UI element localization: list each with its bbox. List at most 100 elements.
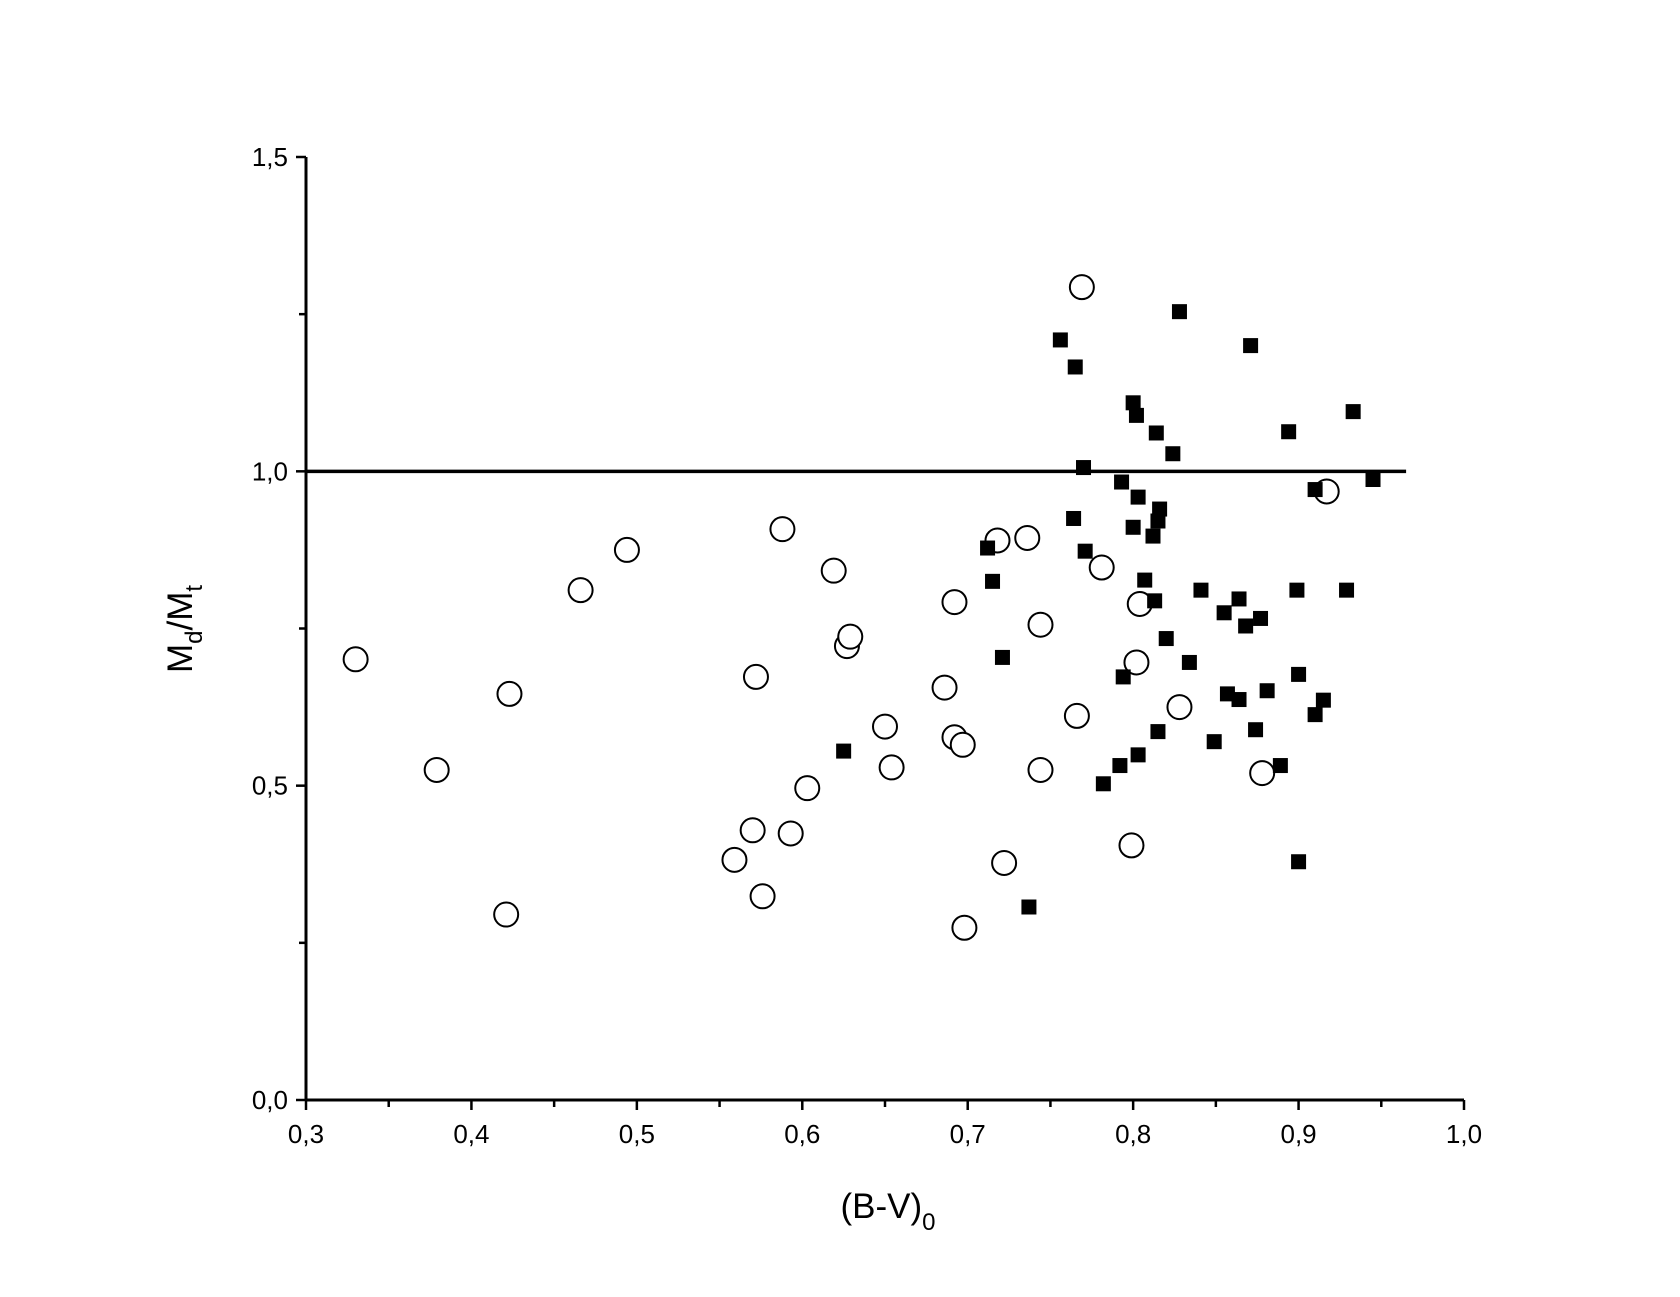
square-point xyxy=(1219,686,1235,702)
square-point xyxy=(994,649,1010,665)
x-tick-label: 0,8 xyxy=(1115,1119,1151,1149)
y-axis-label-sub: t xyxy=(181,585,208,592)
y-axis-label-sub: d xyxy=(181,631,208,644)
square-point xyxy=(1345,404,1361,420)
square-point xyxy=(1206,734,1222,750)
square-point xyxy=(1067,359,1083,375)
square-point xyxy=(980,540,996,556)
square-point xyxy=(1150,724,1166,740)
square-point xyxy=(1315,692,1331,708)
square-point xyxy=(1066,510,1082,526)
square-point xyxy=(1125,395,1141,411)
x-tick-label: 0,9 xyxy=(1280,1119,1316,1149)
x-axis-label-main: (B-V) xyxy=(840,1187,922,1226)
circle-point xyxy=(941,589,968,616)
square-point xyxy=(836,743,852,759)
y-tick-label: 1,0 xyxy=(252,456,288,486)
square-point xyxy=(1137,572,1153,588)
square-point xyxy=(1307,707,1323,723)
square-point xyxy=(1152,501,1168,517)
square-point xyxy=(1158,631,1174,647)
square-point xyxy=(1130,489,1146,505)
x-tick-label: 1,0 xyxy=(1446,1119,1482,1149)
square-point xyxy=(1171,304,1187,320)
square-point xyxy=(1115,669,1131,685)
x-tick-label: 0,4 xyxy=(453,1119,489,1149)
circle-point xyxy=(749,883,776,910)
square-point xyxy=(1339,582,1355,598)
circle-point xyxy=(1068,274,1095,301)
square-point xyxy=(1365,472,1381,488)
x-tick-label: 0,3 xyxy=(288,1119,324,1149)
square-point xyxy=(1231,692,1247,708)
circle-point xyxy=(721,846,748,873)
circle-point xyxy=(931,674,958,701)
square-point xyxy=(1238,618,1254,634)
circle-point xyxy=(872,713,898,740)
square-point xyxy=(1128,407,1144,423)
y-tick-label: 1,5 xyxy=(252,142,288,172)
square-point xyxy=(1307,482,1323,498)
square-point xyxy=(1148,425,1164,441)
circle-point xyxy=(837,623,864,650)
square-point xyxy=(1181,654,1197,670)
square-point xyxy=(1130,747,1146,763)
x-tick-label: 0,6 xyxy=(784,1119,820,1149)
x-tick-label: 0,5 xyxy=(619,1119,655,1149)
square-point xyxy=(1289,582,1305,598)
square-point xyxy=(1193,582,1209,598)
circle-point xyxy=(496,680,523,707)
circle-point xyxy=(820,557,847,584)
square-point xyxy=(1291,666,1307,682)
circle-point xyxy=(777,820,804,847)
circle-point xyxy=(949,731,976,758)
square-point xyxy=(1052,332,1068,348)
square-point xyxy=(1145,528,1161,544)
square-point xyxy=(1112,758,1128,774)
circle-point xyxy=(1249,760,1276,787)
square-point xyxy=(1114,474,1130,490)
circle-point xyxy=(769,516,796,543)
square-point xyxy=(1125,519,1141,535)
y-axis-label-main: M xyxy=(161,644,200,673)
circle-point xyxy=(567,577,594,604)
circle-point xyxy=(878,754,905,781)
x-axis-label-sub: 0 xyxy=(922,1209,935,1236)
square-point xyxy=(1095,776,1111,792)
y-axis-label: Md/Mt xyxy=(161,585,208,673)
circle-point xyxy=(794,775,821,802)
square-point xyxy=(1147,593,1163,609)
x-tick-label: 0,7 xyxy=(950,1119,986,1149)
square-point xyxy=(1281,424,1297,440)
square-point xyxy=(1150,513,1166,529)
square-point xyxy=(1231,591,1247,607)
square-point xyxy=(1243,338,1259,354)
square-point xyxy=(1216,605,1232,621)
square-point xyxy=(1272,758,1288,774)
circle-point xyxy=(342,646,369,673)
circle-point xyxy=(1014,524,1041,551)
square-point xyxy=(985,573,1001,589)
circle-point xyxy=(1088,554,1115,581)
square-point xyxy=(1077,543,1093,559)
x-axis-label: (B-V)0 xyxy=(840,1187,935,1236)
circle-point xyxy=(1118,832,1145,859)
square-point xyxy=(1248,722,1264,738)
circle-point xyxy=(1123,649,1150,676)
square-point xyxy=(1291,854,1307,870)
circle-point xyxy=(493,901,520,928)
circle-point xyxy=(739,817,766,844)
y-axis-label-main: /M xyxy=(161,592,200,631)
circle-point xyxy=(423,756,450,783)
circle-point xyxy=(1027,756,1054,783)
circle-point xyxy=(951,914,978,941)
y-tick-label: 0,0 xyxy=(252,1085,288,1115)
circle-point xyxy=(613,536,640,563)
y-tick-label: 0,5 xyxy=(252,771,288,801)
circle-point xyxy=(1063,702,1090,729)
square-point xyxy=(1021,899,1037,915)
circle-point xyxy=(1027,611,1054,638)
circle-point xyxy=(991,849,1018,876)
